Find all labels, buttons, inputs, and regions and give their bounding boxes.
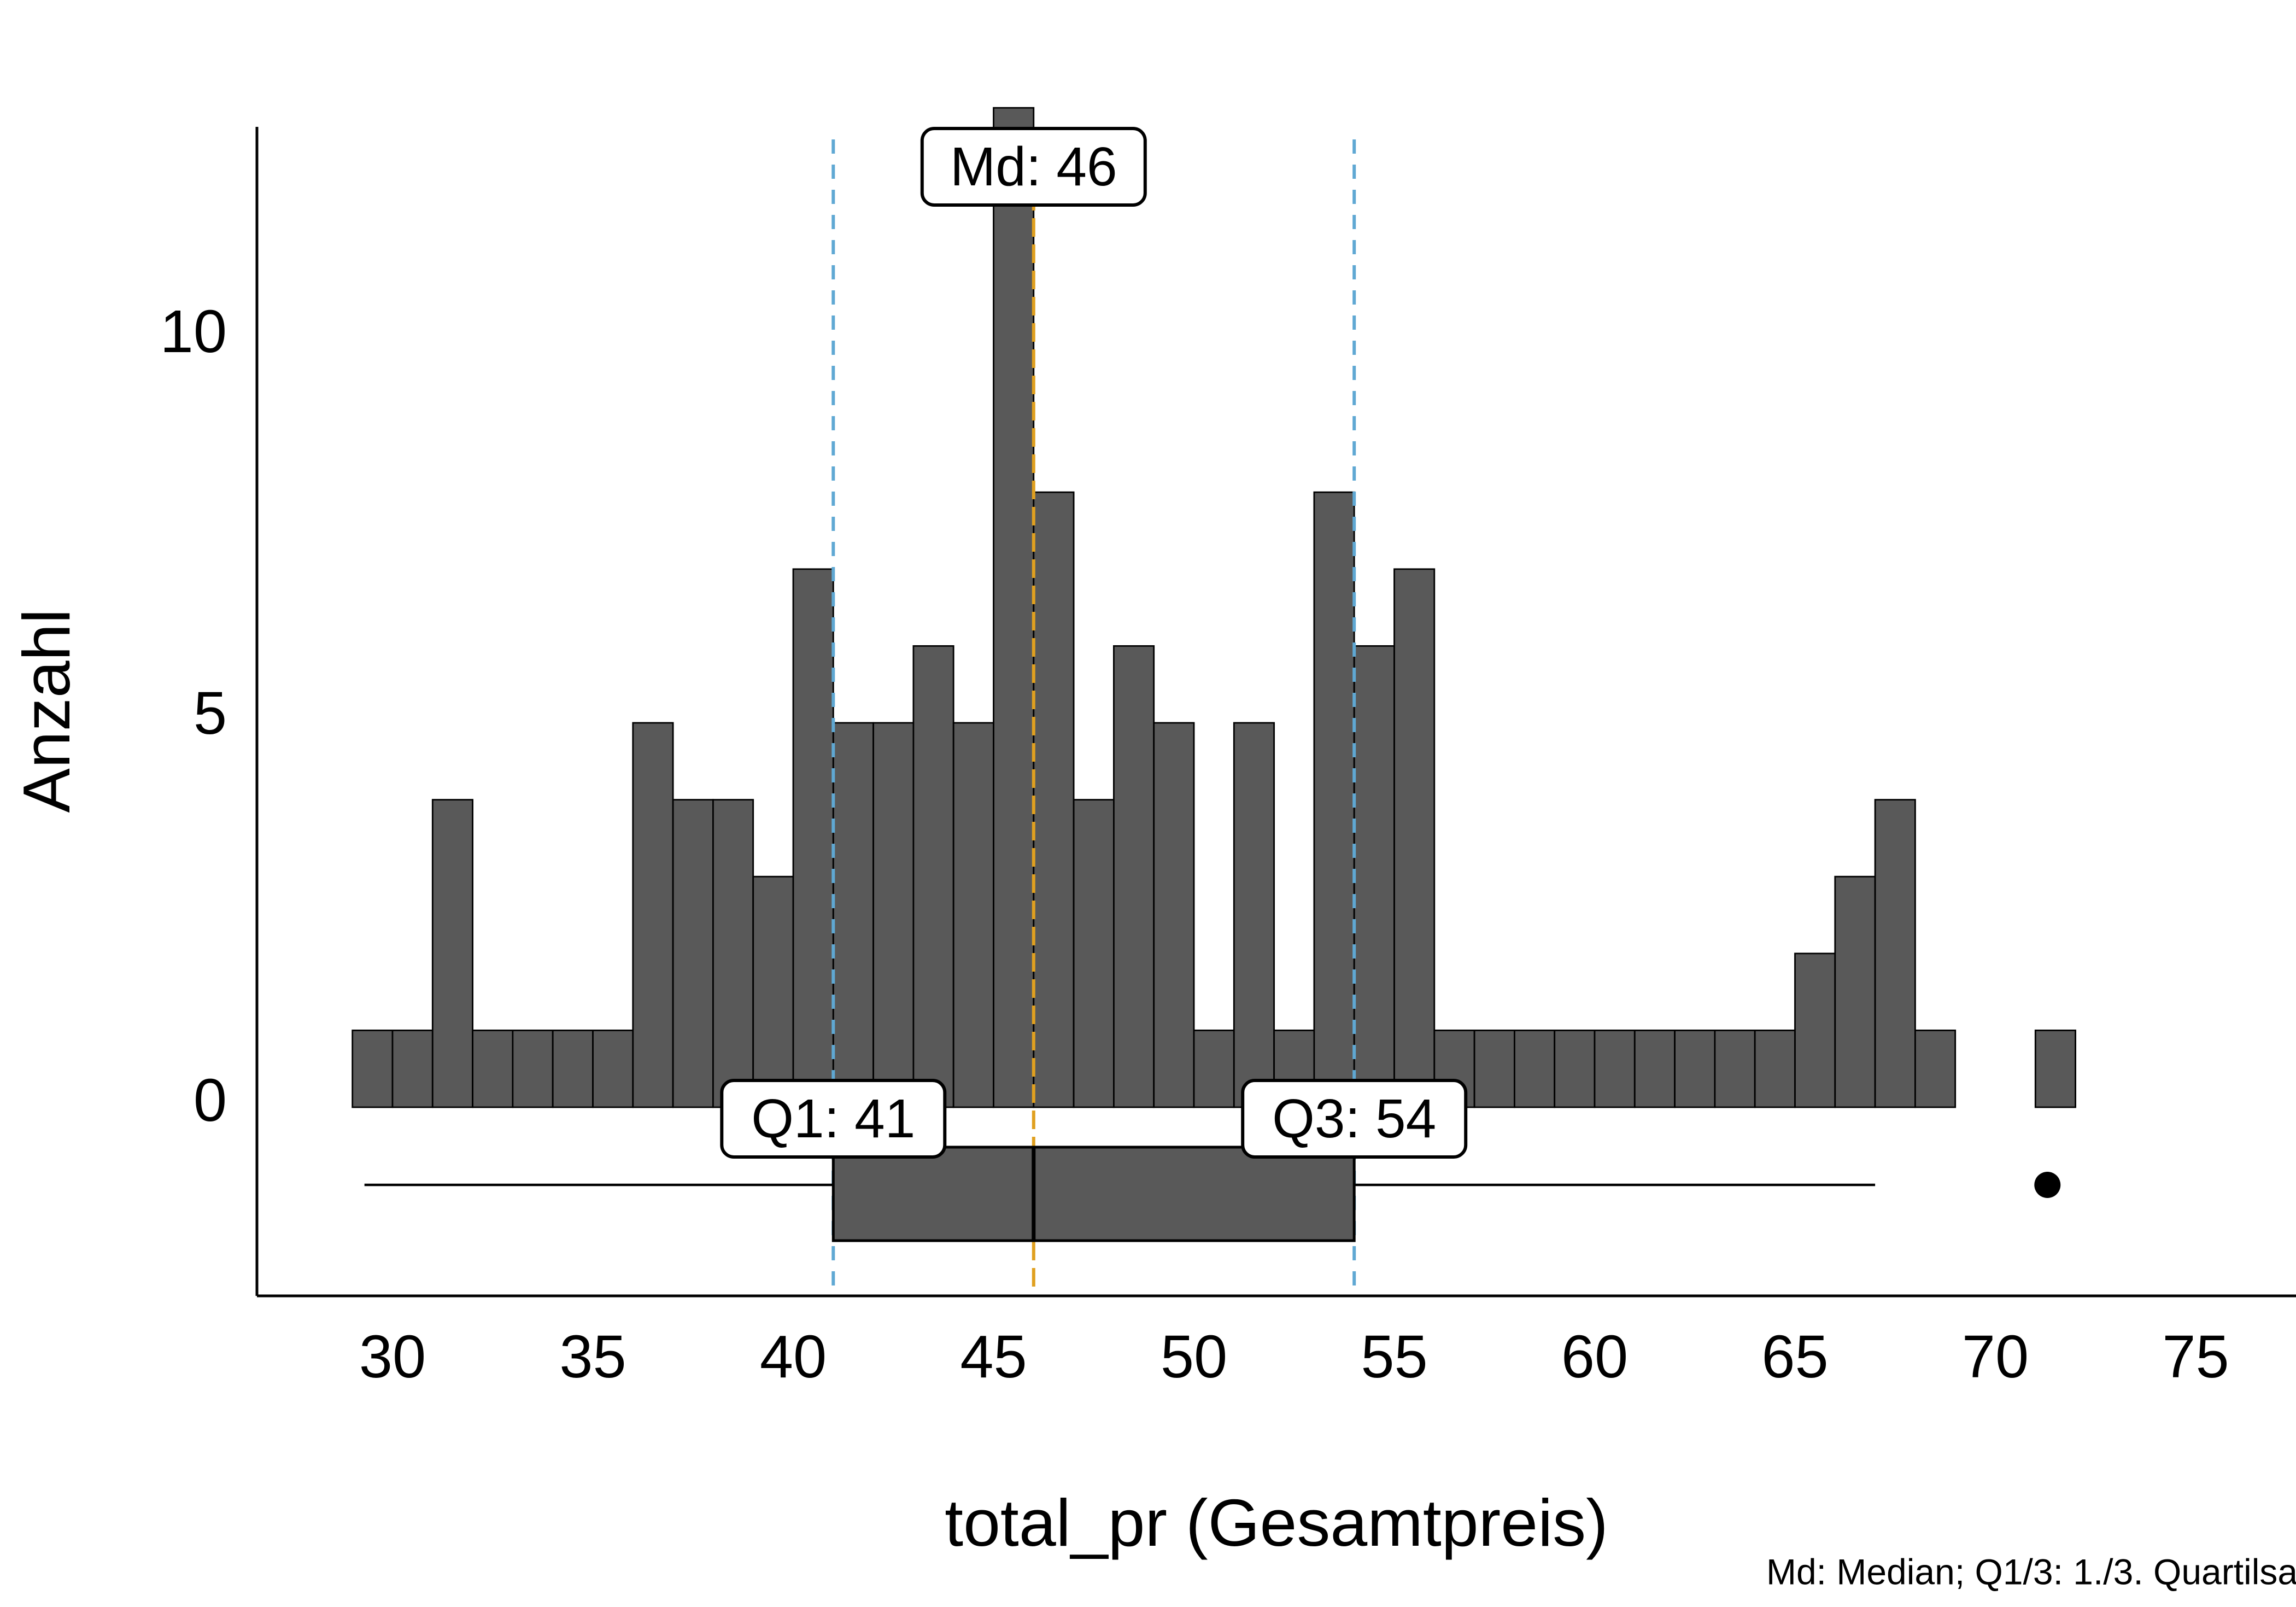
svg-text:40: 40	[760, 1323, 827, 1390]
svg-text:10: 10	[160, 298, 227, 365]
svg-text:Md: 46: Md: 46	[950, 136, 1117, 197]
svg-text:Q1: 41: Q1: 41	[751, 1088, 915, 1149]
svg-text:55: 55	[1361, 1323, 1427, 1390]
svg-text:0: 0	[194, 1067, 227, 1134]
svg-text:50: 50	[1161, 1323, 1227, 1390]
svg-text:Q3: 54: Q3: 54	[1272, 1088, 1436, 1149]
svg-text:30: 30	[359, 1323, 426, 1390]
svg-text:60: 60	[1561, 1323, 1628, 1390]
svg-text:Anzahl: Anzahl	[9, 609, 84, 813]
svg-text:75: 75	[2162, 1323, 2229, 1390]
svg-text:45: 45	[960, 1323, 1027, 1390]
svg-text:35: 35	[559, 1323, 626, 1390]
svg-text:5: 5	[194, 680, 227, 747]
svg-text:total_pr (Gesamtpreis): total_pr (Gesamtpreis)	[945, 1486, 1608, 1560]
svg-text:70: 70	[1962, 1323, 2029, 1390]
svg-text:Md: Median; Q1/3: 1./3. Quarti: Md: Median; Q1/3: 1./3. Quartilsabstand	[1766, 1551, 2296, 1592]
svg-text:65: 65	[1761, 1323, 1828, 1390]
